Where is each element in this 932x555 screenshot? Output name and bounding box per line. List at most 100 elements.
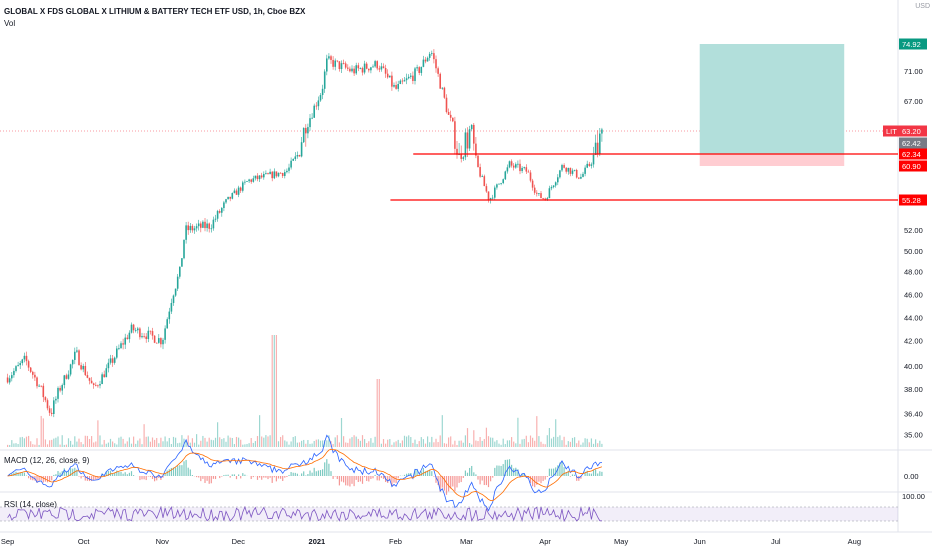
candle-body xyxy=(34,375,36,378)
macd-histogram-bar xyxy=(345,476,346,485)
volume-bar xyxy=(120,437,121,447)
candle-body xyxy=(492,198,494,199)
volume-bar xyxy=(580,445,581,447)
volume-bar xyxy=(47,444,48,447)
candle-body xyxy=(173,296,175,303)
macd-histogram-bar xyxy=(599,471,600,476)
volume-bar xyxy=(601,444,602,447)
volume-bar xyxy=(406,437,407,447)
candle-body xyxy=(379,68,381,69)
macd-histogram-bar xyxy=(257,476,258,480)
macd-label: MACD (12, 26, close, 9) xyxy=(4,456,89,465)
signal-line xyxy=(8,449,602,501)
macd-histogram-bar xyxy=(221,476,222,477)
candle-body xyxy=(103,374,105,377)
candle-body xyxy=(471,125,473,129)
candle-body xyxy=(370,67,372,70)
macd-histogram-bar xyxy=(297,474,298,476)
candle-body xyxy=(255,176,257,179)
candle-body xyxy=(534,188,536,193)
volume-bar xyxy=(595,439,596,447)
macd-histogram-bar xyxy=(356,476,357,480)
macd-histogram-bar xyxy=(379,476,380,481)
volume-bar xyxy=(219,437,220,447)
volume-bar xyxy=(383,439,384,447)
volume-bar xyxy=(427,436,428,447)
candle-body xyxy=(32,372,34,375)
volume-bar xyxy=(53,439,54,447)
candle-body xyxy=(175,289,177,296)
volume-bar xyxy=(253,443,254,447)
macd-histogram-bar xyxy=(551,469,552,476)
candle-body xyxy=(414,68,416,81)
candle-body xyxy=(82,366,84,369)
candle-body xyxy=(72,360,74,364)
volume-bar xyxy=(402,440,403,447)
volume-bar xyxy=(442,415,443,447)
candle-body xyxy=(551,187,553,188)
candle-body xyxy=(150,331,152,332)
macd-histogram-bar xyxy=(204,476,205,483)
volume-bar xyxy=(60,445,61,447)
macd-histogram-bar xyxy=(60,473,61,476)
candle-body xyxy=(397,84,399,89)
candle-body xyxy=(297,155,299,156)
candle-body xyxy=(101,374,103,384)
macd-histogram-bar xyxy=(131,471,132,476)
y-tick-label: 71.00 xyxy=(904,67,923,76)
macd-histogram-bar xyxy=(488,476,489,487)
volume-bar xyxy=(20,437,21,447)
candle-body xyxy=(240,188,242,191)
candle-body xyxy=(572,171,574,174)
volume-bar xyxy=(87,436,88,447)
macd-histogram-bar xyxy=(444,476,445,491)
volume-bar xyxy=(517,418,518,447)
candle-body xyxy=(179,267,181,277)
x-tick-label: Aug xyxy=(848,537,861,546)
candle-body xyxy=(194,228,196,230)
candle-body xyxy=(93,383,95,385)
macd-histogram-bar xyxy=(326,459,327,476)
volume-bar xyxy=(547,435,548,447)
macd-histogram-bar xyxy=(593,470,594,476)
macd-histogram-bar xyxy=(591,474,592,476)
volume-bar xyxy=(389,439,390,447)
volume-bar xyxy=(89,439,90,447)
macd-histogram-bar xyxy=(274,476,275,477)
volume-bar xyxy=(496,440,497,447)
macd-histogram-bar xyxy=(186,460,187,476)
candle-body xyxy=(513,166,515,168)
volume-bar xyxy=(28,436,29,447)
candle-body xyxy=(164,328,166,339)
candle-body xyxy=(271,172,273,178)
macd-histogram-bar xyxy=(263,476,264,478)
volume-bar xyxy=(127,441,128,447)
candle-body xyxy=(452,118,454,122)
volume-bar xyxy=(108,443,109,447)
volume-bar xyxy=(410,437,411,447)
candle-body xyxy=(326,58,328,71)
candle-body xyxy=(544,199,546,200)
candle-body xyxy=(30,368,32,372)
volume-bar xyxy=(582,443,583,447)
volume-bar xyxy=(265,435,266,447)
macd-histogram-bar xyxy=(167,471,168,476)
macd-histogram-bar xyxy=(578,476,579,481)
macd-histogram-bar xyxy=(549,469,550,476)
volume-bar xyxy=(538,436,539,447)
macd-histogram-bar xyxy=(507,460,508,476)
volume-bar xyxy=(354,435,355,447)
candle-body xyxy=(232,193,234,199)
macd-histogram-bar xyxy=(213,476,214,479)
volume-bar xyxy=(322,440,323,447)
volume-bar xyxy=(299,442,300,447)
macd-histogram-bar xyxy=(377,476,378,480)
volume-bar xyxy=(490,438,491,447)
macd-histogram-bar xyxy=(320,470,321,476)
volume-bar xyxy=(465,435,466,447)
candle-body xyxy=(112,358,114,362)
candle-body xyxy=(429,54,431,58)
volume-bar xyxy=(175,438,176,447)
